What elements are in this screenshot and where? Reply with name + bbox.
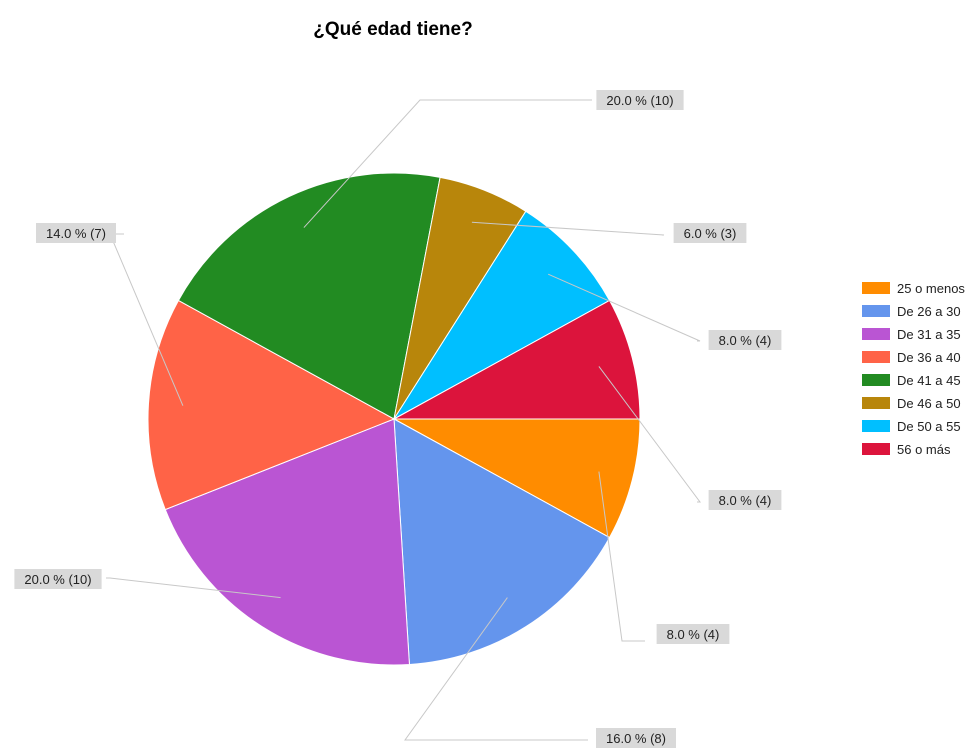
data-label-text: 20.0 % (10) [24, 572, 91, 587]
data-label-background [708, 330, 782, 350]
legend-item-2: De 31 a 35 [862, 327, 961, 342]
legend-swatch [862, 397, 890, 409]
pie-slice-0 [393, 418, 641, 539]
data-label-text: 14.0 % (7) [46, 226, 106, 241]
legend-label: 25 o menos [897, 281, 965, 296]
pie-slice-1 [393, 418, 611, 666]
legend-label: De 41 a 45 [897, 373, 961, 388]
leader-line-5 [471, 221, 665, 236]
leader-line-0 [598, 471, 645, 642]
pie-slice-7 [393, 299, 641, 420]
data-label-background [596, 90, 684, 110]
legend-label: De 36 a 40 [897, 350, 961, 365]
data-label-background [14, 569, 102, 589]
leader-line-4 [303, 99, 592, 228]
legend-label: De 50 a 55 [897, 419, 961, 434]
legend-label: De 46 a 50 [897, 396, 961, 411]
legend-swatch [862, 351, 890, 363]
legend-swatch [862, 282, 890, 294]
data-label-text: 16.0 % (8) [606, 731, 666, 746]
leader-line-1 [404, 597, 588, 741]
leader-line-2 [106, 577, 281, 599]
data-label-background [656, 624, 730, 644]
legend-label: De 31 a 35 [897, 327, 961, 342]
legend: 25 o menos De 26 a 30 De 31 a 35 De 36 a 40… [862, 281, 965, 457]
legend-item-0: 25 o menos [862, 281, 965, 296]
legend-item-5: De 46 a 50 [862, 396, 961, 411]
chart-title: ¿Qué edad tiene? [313, 19, 472, 40]
leader-lines [106, 99, 701, 741]
data-label-3: 14.0 % (7) [36, 223, 116, 243]
pie-slice-3 [147, 299, 396, 511]
data-labels: 8.0 % (4) 16.0 % (8) 20.0 % (10) 14.0 % (7)… [14, 90, 782, 748]
legend-label: De 26 a 30 [897, 304, 961, 319]
legend-swatch [862, 328, 890, 340]
data-label-text: 8.0 % (4) [719, 493, 772, 508]
legend-swatch [862, 305, 890, 317]
data-label-text: 6.0 % (3) [684, 226, 737, 241]
pie-slice-2 [164, 418, 410, 666]
data-label-1: 16.0 % (8) [596, 728, 676, 748]
data-label-background [673, 223, 747, 243]
data-label-2: 20.0 % (10) [14, 569, 102, 589]
legend-item-6: De 50 a 55 [862, 419, 961, 434]
data-label-5: 6.0 % (3) [673, 223, 747, 243]
data-label-background [596, 728, 676, 748]
data-label-0: 8.0 % (4) [656, 624, 730, 644]
data-label-7: 8.0 % (4) [708, 490, 782, 510]
data-label-6: 8.0 % (4) [708, 330, 782, 350]
leader-line-6 [547, 273, 701, 342]
data-label-text: 20.0 % (10) [606, 93, 673, 108]
legend-item-3: De 36 a 40 [862, 350, 961, 365]
data-label-4: 20.0 % (10) [596, 90, 684, 110]
data-label-background [708, 490, 782, 510]
data-label-background [36, 223, 116, 243]
leader-line-7 [598, 366, 701, 503]
legend-item-1: De 26 a 30 [862, 304, 961, 319]
pie-slice-6 [393, 210, 611, 420]
legend-swatch [862, 374, 890, 386]
legend-swatch [862, 420, 890, 432]
pie-slices [147, 172, 641, 666]
legend-swatch [862, 443, 890, 455]
data-label-text: 8.0 % (4) [667, 627, 720, 642]
legend-label: 56 o más [897, 442, 951, 457]
legend-item-4: De 41 a 45 [862, 373, 961, 388]
legend-item-7: 56 o más [862, 442, 951, 457]
pie-slice-4 [177, 172, 441, 420]
data-label-text: 8.0 % (4) [719, 333, 772, 348]
